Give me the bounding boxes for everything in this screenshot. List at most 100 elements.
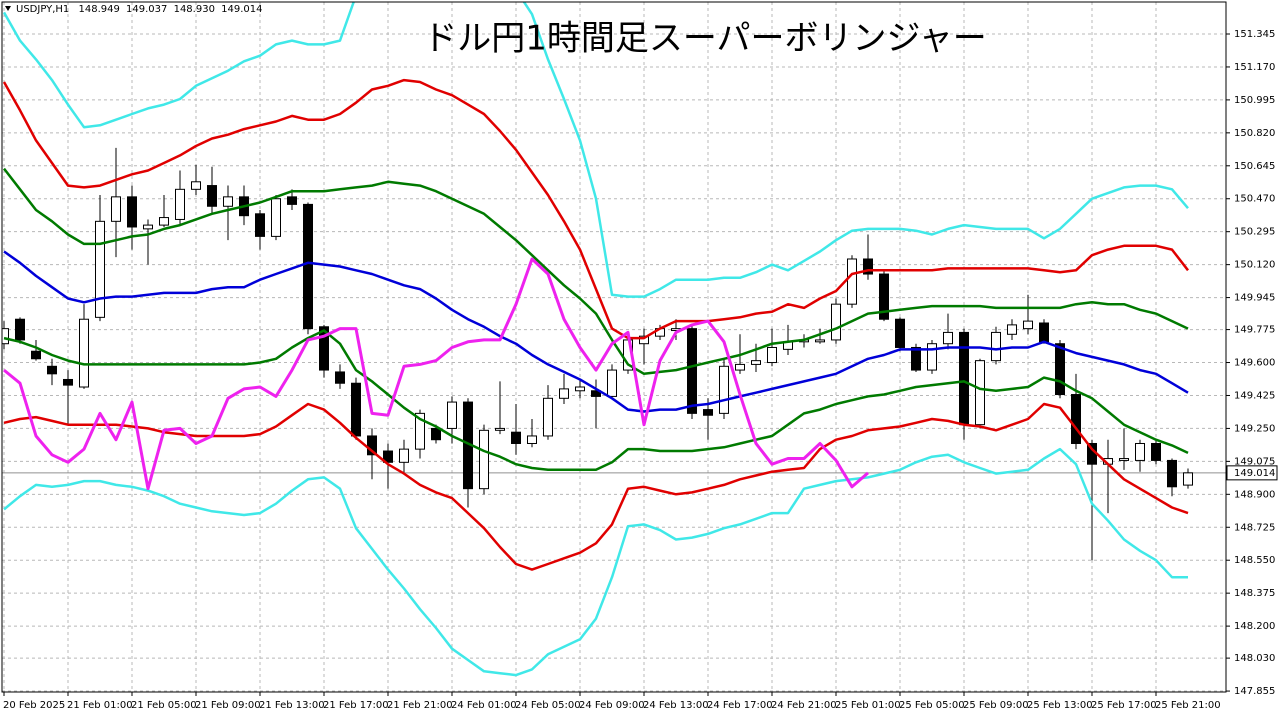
- candle-body: [1007, 324, 1017, 335]
- candle-body: [959, 331, 969, 426]
- y-tick-label: 150.645: [1234, 161, 1275, 172]
- candle-body: [1023, 320, 1033, 330]
- candle-body: [1151, 442, 1161, 461]
- axis-layer: 151.345 151.170 150.995 150.820 150.645 150.4…: [3, 29, 1278, 711]
- y-tick-label: 148.375: [1234, 588, 1275, 599]
- y-tick-label: 150.295: [1234, 227, 1275, 238]
- candle-body: [143, 224, 153, 230]
- candle-body: [719, 365, 729, 414]
- candle-body: [399, 448, 409, 463]
- candle-body: [511, 431, 521, 444]
- candle-body: [975, 360, 985, 426]
- candle-body: [607, 369, 617, 397]
- x-tick-label: 25 Feb 13:00: [1027, 700, 1093, 711]
- x-tick-label: 21 Feb 05:00: [131, 700, 197, 711]
- x-tick-label: 24 Feb 21:00: [771, 700, 837, 711]
- y-tick-label: 150.120: [1234, 260, 1275, 271]
- candle-body: [495, 427, 505, 431]
- candle-body: [223, 196, 233, 207]
- candle-body: [351, 382, 361, 437]
- candle-body: [895, 318, 905, 348]
- candle-body: [79, 318, 89, 388]
- candle-body: [703, 409, 713, 416]
- y-tick-label: 148.200: [1234, 621, 1275, 632]
- x-tick-label: 21 Feb 17:00: [323, 700, 389, 711]
- candle-body: [415, 412, 425, 450]
- candle-body: [847, 258, 857, 305]
- quote-open: 148.949: [78, 4, 119, 15]
- candle-body: [447, 401, 457, 429]
- x-tick-label: 24 Feb 17:00: [707, 700, 773, 711]
- candle-body: [2, 328, 9, 345]
- candle-body: [367, 435, 377, 456]
- y-tick-label: 149.425: [1234, 390, 1275, 401]
- candle-body: [735, 363, 745, 371]
- candle-body: [431, 427, 441, 441]
- x-tick-label: 21 Feb 01:00: [67, 700, 133, 711]
- candle-body: [879, 273, 889, 320]
- candle-body: [1167, 459, 1177, 488]
- candle-body: [1039, 322, 1049, 343]
- chart-header: USDJPY,H1 148.949 149.037 148.930 149.01…: [16, 4, 262, 15]
- x-tick-label: 20 Feb 2025: [3, 700, 65, 711]
- x-tick-label: 24 Feb 05:00: [515, 700, 581, 711]
- x-tick-label: 25 Feb 09:00: [963, 700, 1029, 711]
- y-tick-label: 149.075: [1234, 456, 1275, 467]
- candle-body: [575, 386, 585, 392]
- band-line: [2, 78, 1189, 340]
- candle-body: [1055, 343, 1065, 396]
- candle-body: [911, 346, 921, 371]
- candle-body: [255, 213, 265, 237]
- y-tick-label: 149.775: [1234, 325, 1275, 336]
- x-tick-label: 21 Feb 13:00: [259, 700, 325, 711]
- band-line: [3, 250, 1189, 413]
- candle-body: [1119, 458, 1129, 461]
- candle-body: [207, 185, 217, 207]
- candle-body: [31, 350, 41, 360]
- band-line: [2, 2, 1189, 298]
- plot-frame: [1, 1, 1227, 693]
- candle-body: [95, 220, 105, 318]
- plot-area: [2, 2, 1226, 677]
- y-tick-label: 150.820: [1234, 128, 1275, 139]
- y-tick-label: 148.725: [1234, 522, 1275, 533]
- y-tick-label: 149.600: [1234, 358, 1275, 369]
- candle-body: [479, 429, 489, 490]
- x-tick-label: 21 Feb 09:00: [195, 700, 261, 711]
- y-tick-label: 150.470: [1234, 194, 1275, 205]
- x-tick-label: 24 Feb 13:00: [643, 700, 709, 711]
- candle-body: [1183, 472, 1193, 486]
- candle-body: [47, 365, 57, 375]
- candle-body: [767, 346, 777, 364]
- price-label: 149.014: [1234, 468, 1275, 479]
- candle-body: [591, 390, 601, 397]
- candle-body: [815, 339, 825, 343]
- x-tick-label: 24 Feb 01:00: [451, 700, 517, 711]
- candle-body: [191, 181, 201, 190]
- candle-body: [543, 397, 553, 437]
- y-tick-label: 150.995: [1234, 95, 1275, 106]
- band-line: [3, 167, 1189, 376]
- x-tick-label: 21 Feb 21:00: [387, 700, 453, 711]
- candle-body: [863, 258, 873, 275]
- quote-close: 149.014: [221, 4, 262, 15]
- candle-body: [287, 196, 297, 205]
- candle-body: [175, 188, 185, 220]
- candle-body: [639, 335, 649, 345]
- candle-body: [943, 331, 953, 345]
- candle-body: [63, 378, 73, 386]
- candle-body: [127, 196, 137, 228]
- candle-body: [991, 331, 1001, 362]
- candle-body: [687, 328, 697, 414]
- candle-body: [751, 360, 761, 365]
- price-label-box: [1226, 465, 1278, 481]
- symbol-marker: [5, 6, 11, 11]
- y-tick-label: 148.030: [1234, 653, 1275, 664]
- x-tick-label: 25 Feb 17:00: [1091, 700, 1157, 711]
- y-tick-label: 147.855: [1234, 686, 1275, 697]
- candle-body: [1135, 442, 1145, 461]
- quote-low: 148.930: [174, 4, 215, 15]
- y-tick-label: 149.250: [1234, 423, 1275, 434]
- candle-body: [319, 326, 329, 371]
